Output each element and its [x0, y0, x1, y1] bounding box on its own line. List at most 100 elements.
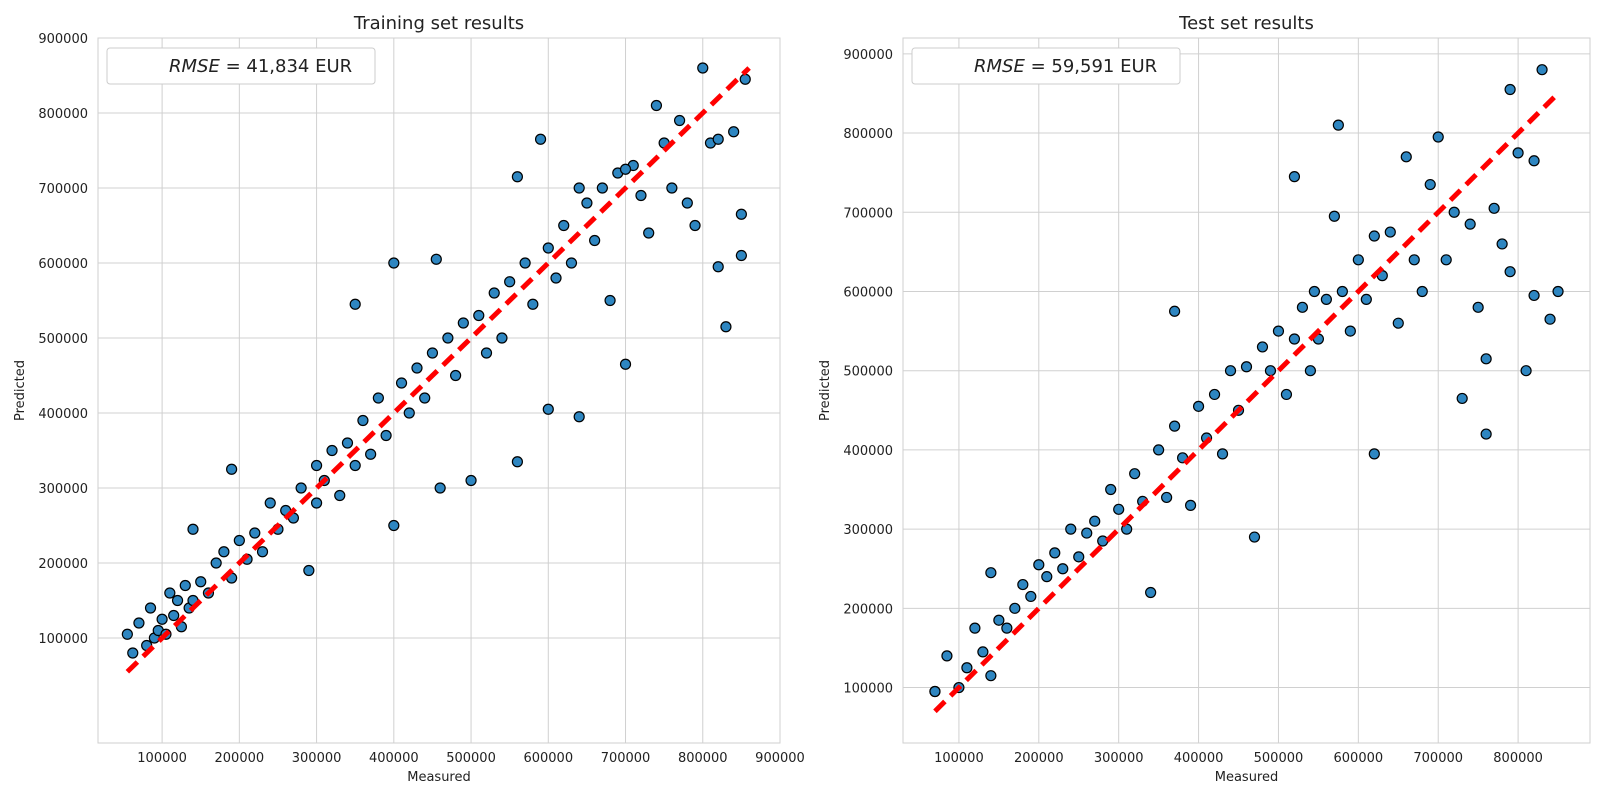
training-data-point	[689, 219, 701, 232]
training-y-tick-label: 800000	[38, 107, 88, 122]
test-legend: RMSE = 59,591 EUR	[911, 47, 1181, 85]
training-data-point	[619, 358, 632, 370]
test-points	[929, 64, 1564, 698]
test-data-point	[1033, 559, 1045, 571]
test-data-point	[1009, 602, 1021, 614]
test-data-point	[1288, 171, 1301, 183]
training-data-point	[457, 317, 469, 329]
test-data-point	[1049, 547, 1061, 559]
training-data-point	[144, 602, 157, 614]
training-data-point	[581, 197, 593, 209]
test-y-tick-label: 400000	[843, 444, 893, 459]
test-data-point	[1240, 361, 1253, 373]
training-data-point	[357, 414, 369, 427]
test-data-point	[1368, 448, 1380, 460]
test-data-point	[1184, 499, 1197, 511]
training-data-point	[295, 482, 307, 494]
training-data-point	[511, 171, 523, 183]
test-data-point	[985, 567, 997, 579]
training-data-point	[558, 219, 570, 232]
training-data-point	[666, 182, 678, 194]
training-y-tick-label: 400000	[38, 407, 88, 422]
training-y-axis-label: Predicted	[13, 360, 28, 421]
training-data-point	[403, 407, 415, 419]
legend-value: 59,591	[1051, 56, 1114, 77]
test-y-tick-label: 200000	[843, 602, 893, 617]
training-chart-title: Training set results	[353, 13, 524, 34]
test-data-point	[1408, 254, 1420, 266]
training-data-point	[596, 182, 608, 194]
test-legend-rmse: RMSE = 59,591 EUR	[974, 56, 1157, 77]
training-points	[121, 62, 751, 659]
legend-equals: =	[1025, 56, 1052, 77]
test-data-point	[1464, 218, 1476, 230]
test-legend-box	[911, 47, 1181, 85]
training-data-point	[573, 182, 585, 194]
test-data-point	[1360, 293, 1372, 306]
test-data-point	[1392, 317, 1404, 329]
training-x-tick-label: 700000	[601, 751, 651, 766]
test-y-tick-label: 100000	[843, 682, 893, 697]
training-x-tick-label: 200000	[215, 751, 265, 766]
legend-metric: RMSE	[974, 56, 1025, 77]
training-data-point	[156, 613, 168, 625]
test-data-point	[1192, 400, 1205, 412]
test-data-point	[1169, 305, 1181, 317]
test-data-point	[1456, 392, 1468, 405]
training-legend-rmse: RMSE = 41,834 EUR	[169, 56, 352, 77]
test-data-point	[941, 650, 953, 662]
training-x-axis-label: Measured	[407, 770, 471, 785]
training-data-point	[395, 377, 408, 389]
test-data-point	[1145, 586, 1157, 599]
training-data-point	[565, 257, 578, 269]
legend-metric: RMSE	[169, 56, 220, 77]
test-data-point	[1216, 448, 1229, 460]
test-data-point	[969, 622, 981, 634]
training-data-point	[480, 347, 493, 359]
training-data-point	[264, 497, 276, 509]
training-data-point	[133, 617, 145, 629]
test-data-point	[1320, 293, 1332, 306]
training-x-tick-label: 400000	[369, 751, 419, 766]
test-data-point	[1520, 365, 1532, 377]
training-data-point	[426, 347, 439, 359]
test-y-tick-label: 600000	[843, 285, 893, 300]
test-data-point	[1400, 151, 1412, 163]
training-legend-box	[106, 47, 376, 85]
test-y-tick-label: 800000	[843, 127, 893, 142]
training-x-tick-label: 300000	[292, 751, 342, 766]
test-data-point	[1432, 131, 1444, 143]
test-data-point	[1208, 388, 1221, 401]
test-data-point	[1308, 285, 1321, 298]
test-data-point	[1296, 301, 1309, 313]
training-data-point	[179, 579, 191, 592]
test-data-point	[1368, 230, 1380, 242]
test-chart-panel: 100000 200000 300000 400000 500000 600000 7000…	[818, 13, 1591, 785]
test-x-tick-label: 200000	[1014, 751, 1064, 766]
training-data-point	[372, 392, 384, 404]
test-data-point	[1488, 202, 1500, 214]
training-data-point	[573, 411, 585, 423]
training-data-point	[527, 298, 539, 310]
test-data-point	[929, 685, 941, 698]
training-legend: RMSE = 41,834 EUR	[106, 47, 376, 85]
test-data-point	[1448, 206, 1460, 218]
training-data-point	[720, 321, 732, 333]
test-data-point	[977, 646, 989, 658]
training-reference-line	[125, 66, 751, 674]
training-y-tick-label: 100000	[38, 632, 88, 647]
training-data-point	[233, 534, 245, 547]
training-data-point	[388, 519, 400, 532]
test-data-point	[1248, 531, 1261, 543]
test-data-point	[1264, 365, 1277, 377]
test-x-tick-label: 500000	[1254, 751, 1304, 766]
training-data-point	[511, 456, 523, 468]
training-data-point	[604, 294, 616, 307]
test-data-point	[993, 614, 1005, 626]
test-data-point	[1552, 285, 1564, 298]
test-data-point	[1097, 535, 1109, 547]
test-data-point	[1544, 313, 1556, 325]
training-data-point	[712, 133, 724, 145]
training-data-point	[256, 546, 269, 558]
